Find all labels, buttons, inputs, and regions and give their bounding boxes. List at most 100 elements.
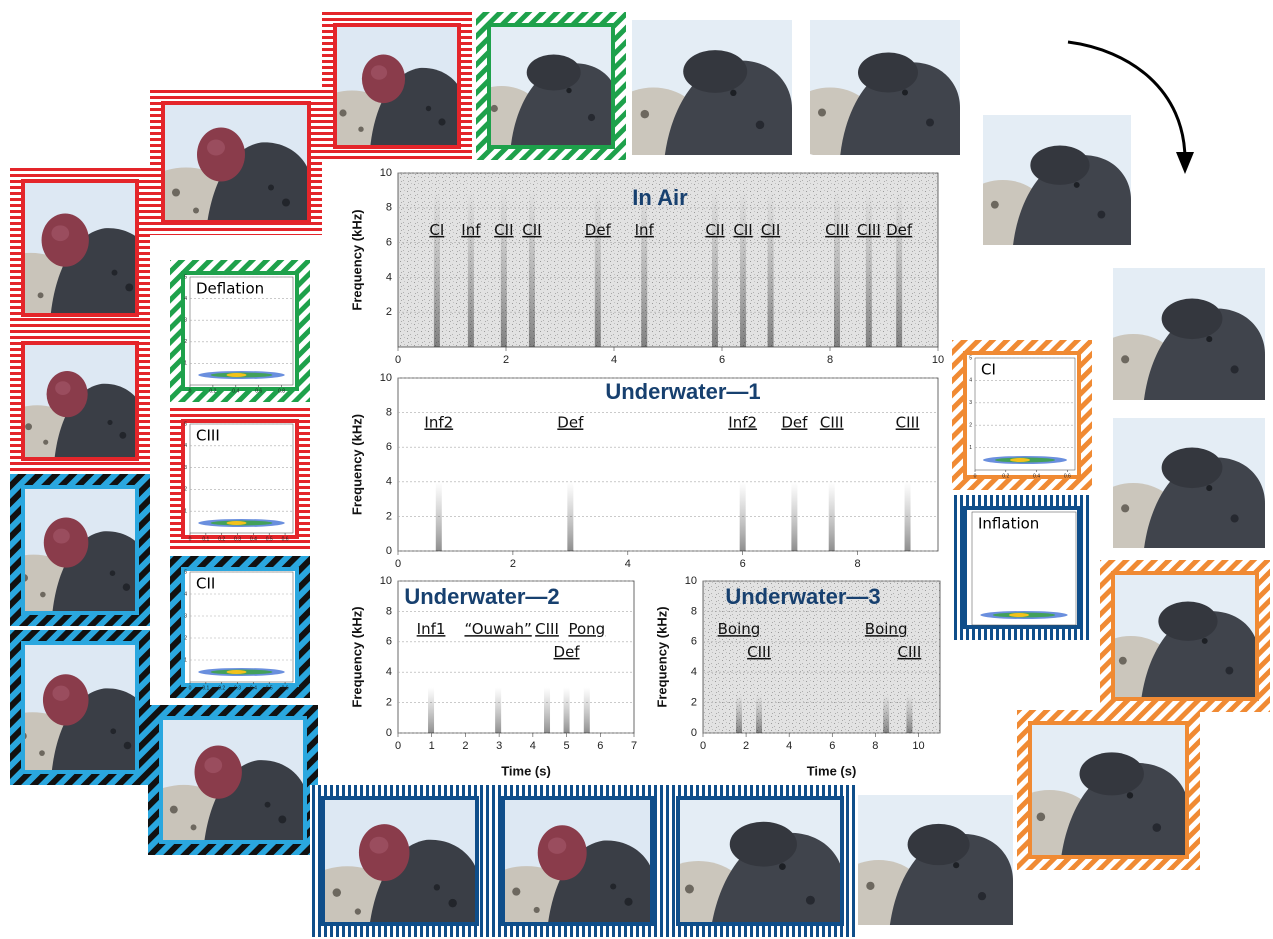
inset-title: Inflation	[978, 515, 1039, 533]
call-label: CIII	[820, 413, 844, 431]
y-tick-label: 2	[184, 635, 187, 641]
charts: 2468100246810CIInfCIICIIDefInfCIICIICIIC…	[184, 167, 1076, 779]
y-axis-label: Frequency (kHz)	[654, 606, 669, 707]
call-label: Inf	[461, 221, 481, 239]
seal-photo	[785, 18, 960, 158]
photo-tile	[785, 18, 960, 158]
y-tick-label: 1	[184, 361, 187, 367]
y-tick-label: 4	[691, 666, 697, 678]
y-tick-label: 10	[380, 167, 392, 179]
y-tick-label: 10	[380, 575, 392, 587]
call-streak	[584, 687, 590, 733]
call-label: Def	[585, 221, 612, 239]
y-tick-label: 2	[691, 697, 697, 709]
y-tick-label: 0	[386, 727, 392, 739]
x-tick-label: 0	[189, 388, 192, 394]
y-tick-label: 1	[184, 509, 187, 515]
x-tick-label: 6	[597, 740, 603, 752]
y-tick-label: 10	[380, 372, 392, 384]
x-tick-label: 0.5	[266, 536, 273, 542]
x-tick-label: 4	[786, 740, 792, 752]
x-tick-label: 8	[855, 558, 861, 570]
x-tick-label: 0.3	[234, 536, 241, 542]
x-tick-label: 0	[189, 536, 192, 542]
inset-title: CIII	[196, 427, 220, 445]
x-tick-label: 0	[395, 740, 401, 752]
call-label: CIII	[535, 620, 559, 638]
call-label: Pong	[568, 620, 605, 638]
photo-tile	[0, 330, 150, 472]
call-label: CII	[705, 221, 724, 239]
y-axis-label: Frequency (kHz)	[349, 209, 364, 310]
x-tick-label: 5	[564, 740, 570, 752]
y-tick-label: 4	[386, 476, 392, 488]
x-tick-label: 8	[827, 354, 833, 366]
y-tick-label: 6	[386, 237, 392, 249]
inset-title: Deflation	[196, 280, 264, 298]
y-tick-label: 4	[184, 591, 187, 597]
chart-title: Underwater—2	[404, 584, 559, 609]
call-label: Def	[557, 413, 584, 431]
x-tick-label: 0.8	[278, 388, 285, 394]
call-streak	[906, 695, 912, 733]
call-streak	[567, 482, 573, 551]
y-tick-label: 5	[184, 274, 187, 280]
y-tick-label: 8	[386, 202, 392, 214]
y-tick-label: 0	[386, 545, 392, 557]
call-streak	[544, 687, 550, 733]
call-streak	[768, 190, 774, 347]
plot-area	[398, 378, 938, 551]
call-streak	[791, 482, 797, 551]
call-label: CIII	[825, 221, 849, 239]
inset-trace	[1009, 613, 1029, 617]
seal-photo	[605, 13, 792, 162]
y-tick-label: 2	[386, 697, 392, 709]
x-tick-label: 0.1	[202, 536, 209, 542]
photo-tile	[958, 111, 1131, 249]
x-tick-label: 0.6	[282, 536, 289, 542]
x-tick-label: 0.2	[1002, 473, 1009, 479]
x-tick-label: 2	[503, 354, 509, 366]
photo-tile	[461, 12, 626, 160]
call-label: Def	[781, 413, 808, 431]
y-tick-label: 4	[386, 271, 392, 283]
y-tick-label: 2	[386, 510, 392, 522]
call-streak	[434, 190, 440, 347]
x-tick-label: 4	[530, 740, 536, 752]
x-tick-label: 10	[912, 740, 924, 752]
call-label: CIII	[898, 643, 922, 661]
x-axis-label: Time (s)	[501, 763, 551, 778]
call-streak	[834, 190, 840, 347]
x-tick-label: 0.4	[232, 388, 239, 394]
x-tick-label: 0.6	[255, 388, 262, 394]
y-tick-label: 3	[969, 400, 972, 406]
photo-tile	[307, 12, 472, 160]
x-tick-label: 0.6	[1064, 473, 1071, 479]
y-tick-label: 8	[386, 407, 392, 419]
photo-tile	[1086, 560, 1270, 712]
call-streak	[529, 190, 535, 347]
call-label: CIII	[747, 643, 771, 661]
y-tick-label: 6	[386, 636, 392, 648]
inset-trace	[227, 521, 247, 525]
spectrogram: 024681001234567Inf1“Ouwah”CIIIPongDefUnd…	[349, 575, 637, 779]
x-tick-label: 0	[700, 740, 706, 752]
inset-trace	[227, 373, 247, 377]
y-tick-label: 1	[184, 657, 187, 663]
photo-tile	[134, 705, 318, 855]
call-streak	[896, 190, 902, 347]
seal-photo	[1088, 412, 1265, 554]
y-tick-label: 8	[691, 605, 697, 617]
photo-tile	[136, 90, 322, 238]
x-tick-label: 0.2	[209, 388, 216, 394]
call-streak	[564, 687, 570, 733]
call-streak	[595, 190, 601, 347]
x-tick-label: 0.6	[282, 685, 289, 691]
y-tick-label: 4	[969, 378, 972, 384]
x-tick-label: 0.2	[218, 536, 225, 542]
seal-photo	[1088, 263, 1265, 405]
y-tick-label: 4	[386, 666, 392, 678]
call-label: Inf2	[728, 413, 757, 431]
seal-photo	[958, 111, 1131, 249]
